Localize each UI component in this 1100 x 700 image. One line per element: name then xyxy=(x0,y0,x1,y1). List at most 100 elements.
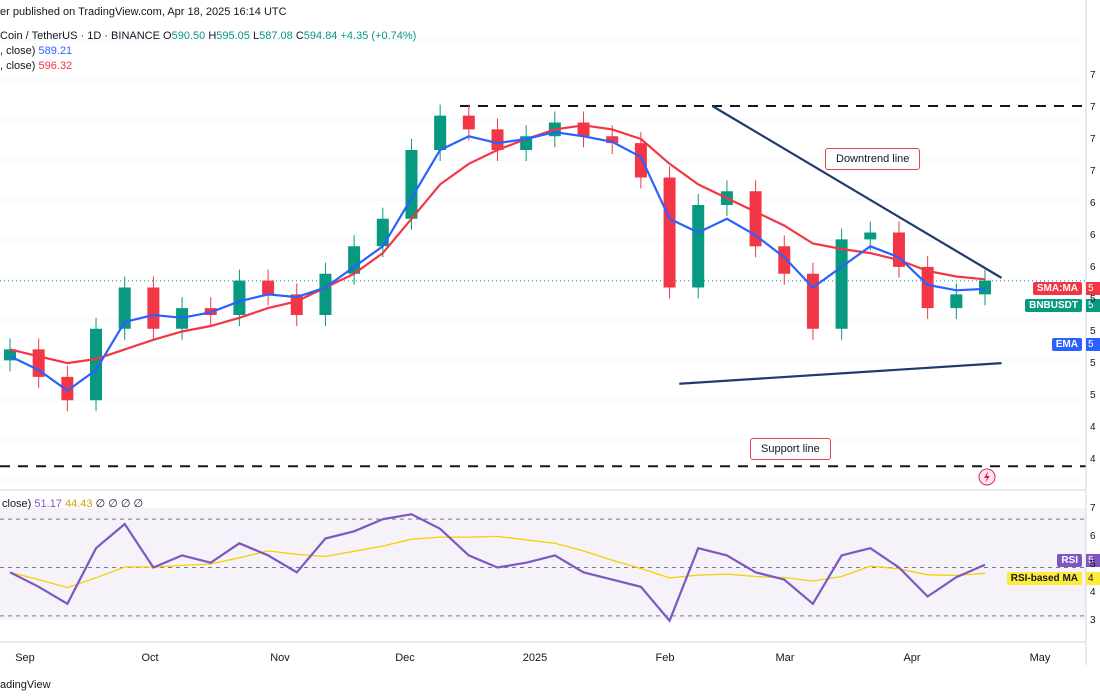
rsi-band xyxy=(0,508,1086,620)
rsi-tick-label: 3 xyxy=(1090,615,1096,626)
symbol-name: Coin / TetherUS · 1D · BINANCE xyxy=(0,30,160,42)
x-tick-label: Apr xyxy=(903,652,921,664)
rsi-tag: RSI xyxy=(1057,554,1082,567)
ohlc-low: 587.08 xyxy=(259,30,293,42)
candle-body xyxy=(864,232,877,240)
symbol-line: Coin / TetherUS · 1D · BINANCE O590.50 H… xyxy=(0,30,416,42)
rsi-label: close) xyxy=(2,498,32,510)
trendlines xyxy=(679,105,1003,385)
rsi-axis-tag: 5 xyxy=(1086,554,1100,567)
y-tick-label: 5 xyxy=(1090,358,1096,369)
downtrend-line-label[interactable]: Downtrend line xyxy=(825,148,921,170)
indicator-sma-value: 596.32 xyxy=(38,60,73,72)
candle-body xyxy=(4,349,16,361)
candle-body xyxy=(61,376,74,401)
candle-body xyxy=(319,273,332,315)
indicator-ema-label: , close) xyxy=(0,45,36,57)
sma-tag: SMA:MA xyxy=(1032,282,1082,295)
candle-body xyxy=(778,246,791,274)
candle-body xyxy=(376,218,389,247)
candle-body xyxy=(692,205,705,288)
x-tick-label: Oct xyxy=(141,652,159,664)
ohlc-low-label: L xyxy=(252,30,260,42)
x-tick-label: May xyxy=(1029,652,1051,664)
rsi-line xyxy=(9,513,986,623)
support-line-label[interactable]: Support line xyxy=(750,438,831,460)
ohlc-open-label: O xyxy=(163,30,172,42)
candle-body xyxy=(90,328,103,401)
indicator-sma-label: , close) xyxy=(0,60,36,72)
y-tick-label: 5 xyxy=(1090,390,1096,401)
ohlc-close-label: C xyxy=(295,30,304,42)
y-tick-label: 7 xyxy=(1090,70,1096,81)
y-tick-label: 7 xyxy=(1090,102,1096,113)
downtrend-line xyxy=(711,105,1003,279)
candle-body xyxy=(405,150,418,219)
candle-body xyxy=(921,266,934,309)
candle-body xyxy=(348,246,361,274)
y-tick-label: 6 xyxy=(1090,262,1096,273)
candle-body xyxy=(434,115,447,150)
rsi-ma-axis-tag: 4 xyxy=(1086,572,1100,585)
rsi-value: 51.17 xyxy=(34,498,62,510)
ohlc-high: 595.05 xyxy=(216,30,250,42)
candles xyxy=(4,104,991,412)
sma-axis-tag: 5 xyxy=(1086,282,1100,295)
rsi-ma-tag: RSI-based MA xyxy=(1006,572,1082,585)
y-tick-label: 7 xyxy=(1090,166,1096,177)
candle-body xyxy=(462,115,475,130)
candle-body xyxy=(147,287,160,329)
rsi-tick-label: 5 xyxy=(1090,559,1096,570)
horizontal-levels xyxy=(0,105,1086,468)
candle-body xyxy=(262,280,275,295)
candle-body xyxy=(118,287,131,329)
rsi-ma-line xyxy=(9,535,986,589)
tradingview-watermark: adingView xyxy=(0,679,51,691)
rsi-tick-label: 7 xyxy=(1090,503,1096,514)
candle-body xyxy=(835,239,848,329)
support-line xyxy=(679,362,1002,385)
y-tick-label: 4 xyxy=(1090,454,1096,465)
candle-body xyxy=(979,280,991,295)
y-tick-label: 5 xyxy=(1090,326,1096,337)
candle-body xyxy=(491,129,504,150)
y-tick-label: 5 xyxy=(1090,294,1096,305)
indicator-ema-line: , close) 589.21 xyxy=(0,45,72,57)
candle-body xyxy=(806,273,819,329)
pair-tag: BNBUSDT xyxy=(1025,299,1082,312)
published-line: er published on TradingView.com, Apr 18,… xyxy=(0,6,287,18)
moving-averages xyxy=(9,124,986,392)
y-tick-label: 6 xyxy=(1090,198,1096,209)
rsi-tick-label: 4 xyxy=(1090,587,1096,598)
rsi-ma-value: 44.43 xyxy=(65,498,93,510)
ohlc-change: +4.35 (+0.74%) xyxy=(340,30,417,42)
y-tick-label: 4 xyxy=(1090,422,1096,433)
x-tick-label: 2025 xyxy=(522,652,548,664)
y-tick-label: 6 xyxy=(1090,230,1096,241)
rsi-extras: ∅ ∅ ∅ ∅ xyxy=(95,498,144,510)
candle-body xyxy=(663,177,676,288)
ohlc-open: 590.50 xyxy=(171,30,206,42)
indicator-sma-line: , close) 596.32 xyxy=(0,60,72,72)
rsi-header: close) 51.17 44.43 ∅ ∅ ∅ ∅ xyxy=(2,497,143,510)
x-tick-label: Nov xyxy=(270,652,290,664)
ema-axis-tag: 5 xyxy=(1086,338,1100,351)
candle-body xyxy=(233,280,246,315)
x-tick-label: Sep xyxy=(15,652,35,664)
ohlc-close: 594.84 xyxy=(303,30,338,42)
y-tick-label: 7 xyxy=(1090,134,1096,145)
rsi-tick-label: 6 xyxy=(1090,531,1096,542)
grid xyxy=(0,39,1086,481)
ema20-line xyxy=(9,130,986,392)
x-tick-label: Feb xyxy=(655,652,675,664)
candle-body xyxy=(950,294,963,309)
ema-tag: EMA xyxy=(1051,338,1082,351)
x-tick-label: Mar xyxy=(775,652,795,664)
rsi-pane xyxy=(0,513,1086,623)
lightning-icon-glyph xyxy=(984,471,990,483)
x-tick-label: Dec xyxy=(395,652,415,664)
candle-body xyxy=(634,143,647,178)
candle-body xyxy=(606,136,619,144)
indicator-ema-value: 589.21 xyxy=(38,45,73,57)
